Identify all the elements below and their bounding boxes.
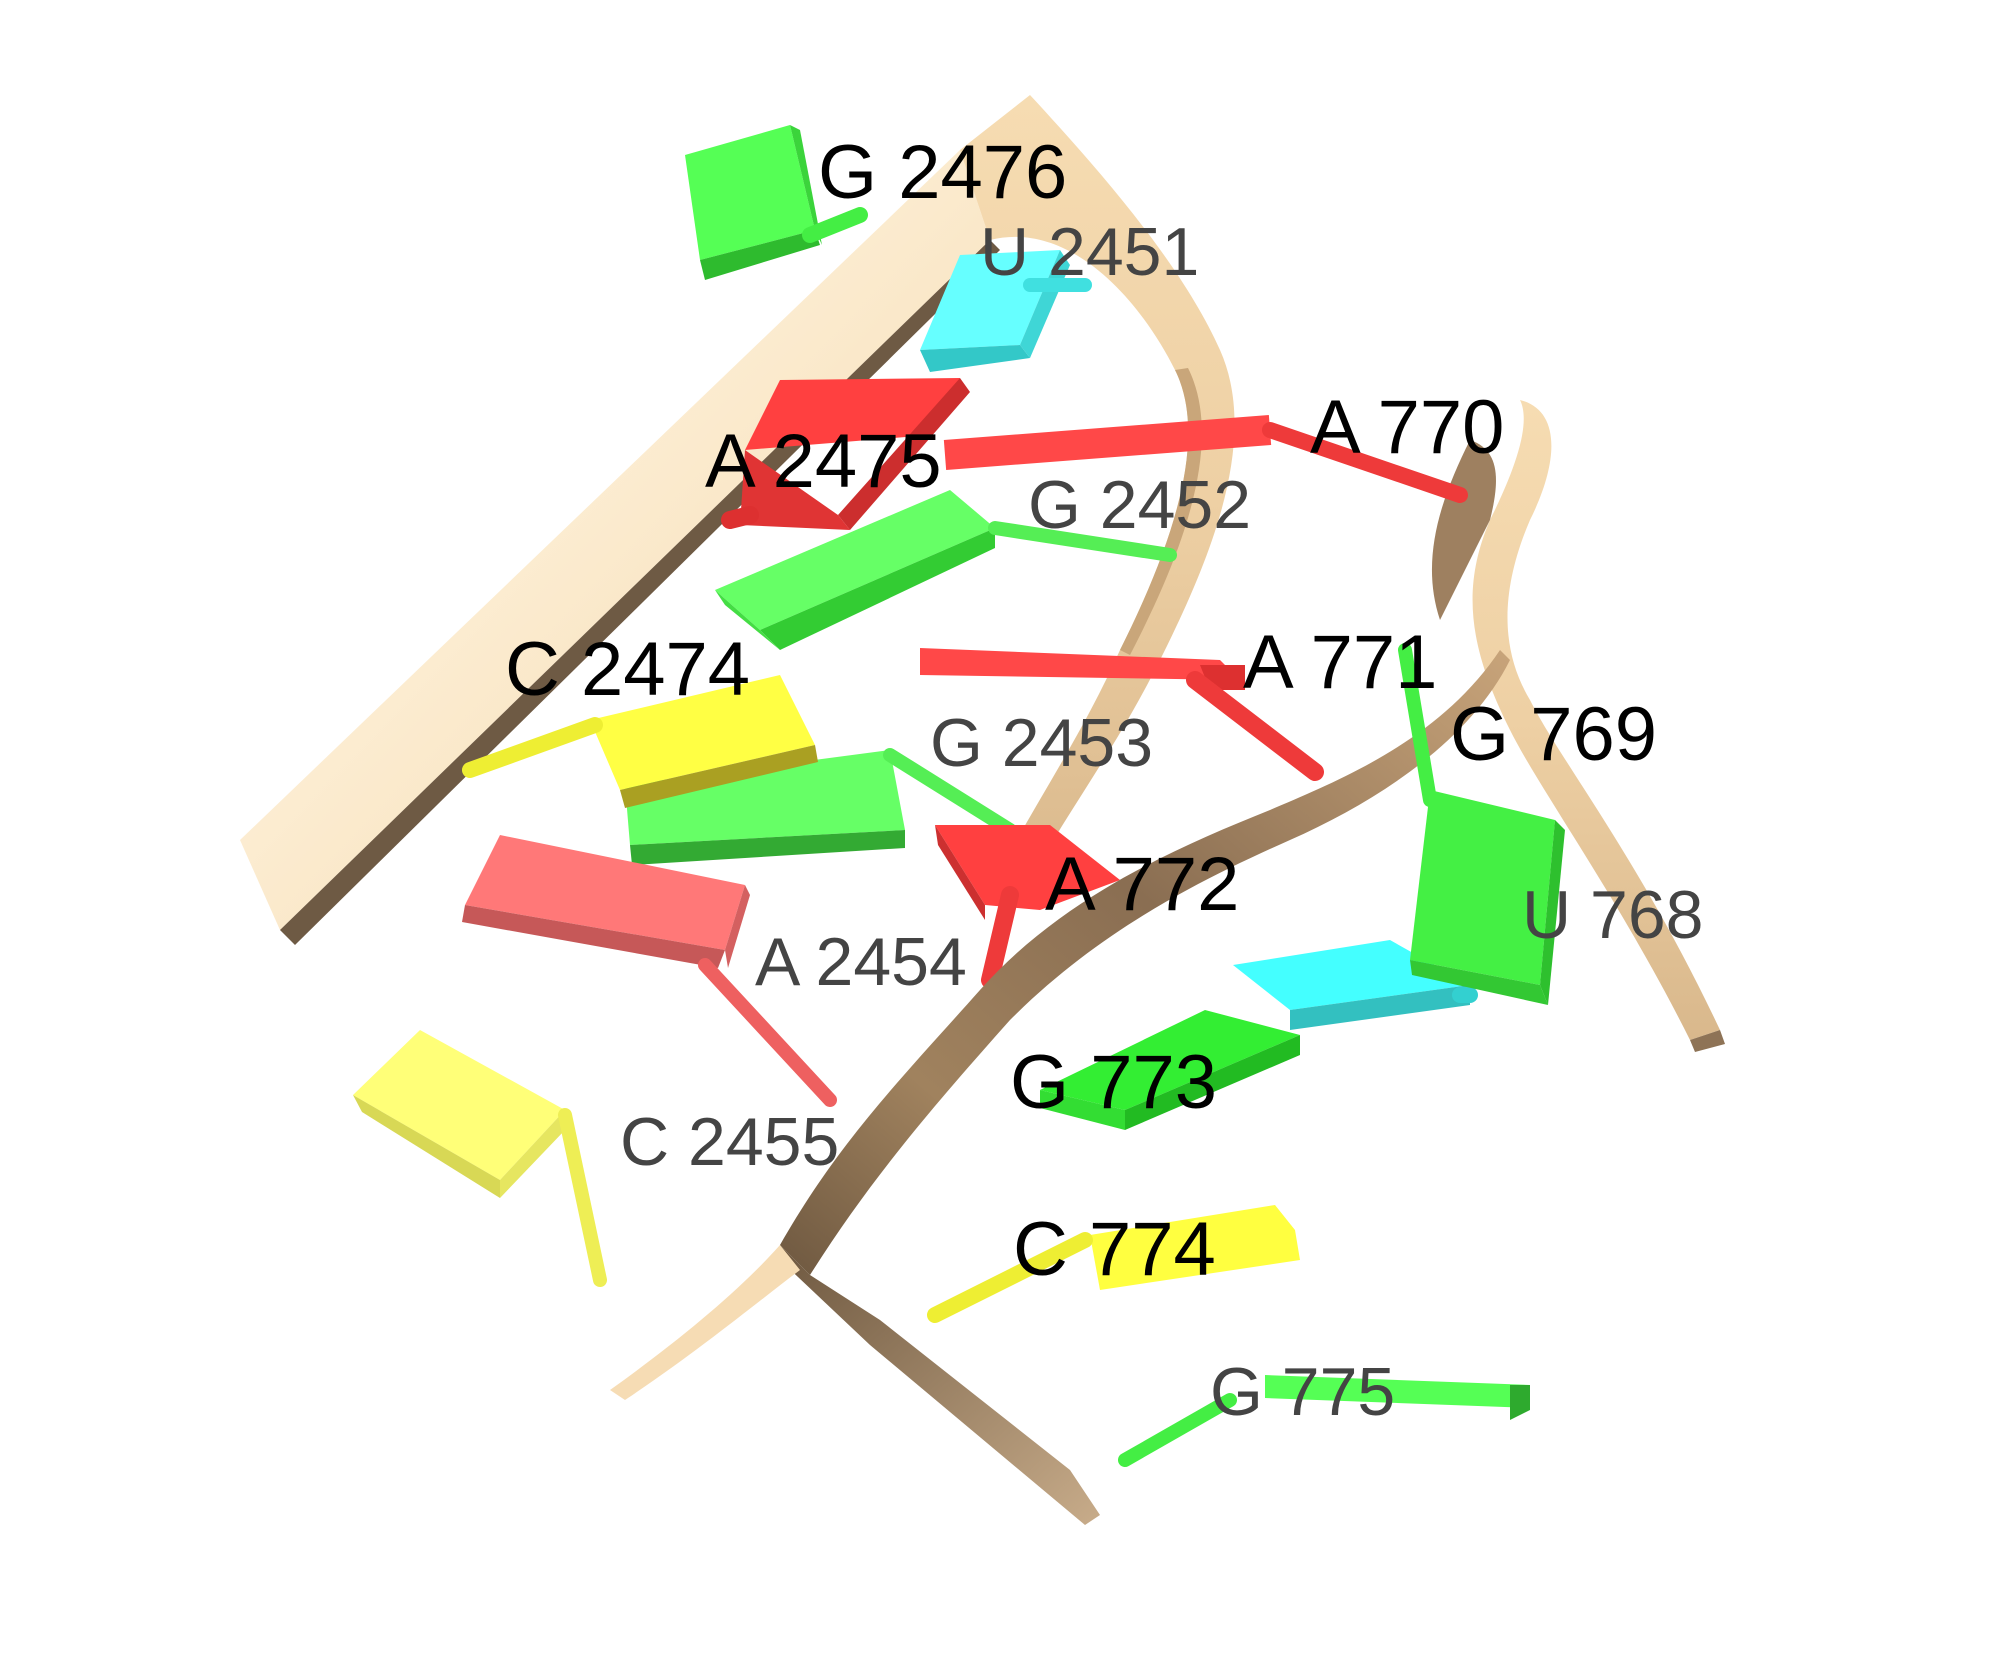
label-G775: G 775 (1210, 1354, 1395, 1430)
label-U2451: U 2451 (980, 214, 1199, 290)
nucleotide-U2451 (920, 250, 1092, 372)
label-A2454: A 2454 (755, 924, 967, 1000)
nucleotide-G768-block (1410, 790, 1565, 1005)
nucleotide-C2455 (353, 1030, 607, 1287)
nucleotide-C2474 (462, 675, 818, 808)
nucleotide-G2476 (685, 125, 868, 280)
label-G2476: G 2476 (818, 130, 1067, 215)
label-G2452: G 2452 (1028, 467, 1251, 543)
label-G769: G 769 (1450, 692, 1657, 777)
nucleotide-A2475 (721, 378, 1468, 530)
nucleotide-G2453 (625, 748, 1017, 865)
label-A771: A 771 (1243, 620, 1437, 705)
label-A772: A 772 (1045, 842, 1239, 927)
nucleotide-A772 (935, 825, 1120, 989)
label-G773: G 773 (1010, 1040, 1217, 1125)
nucleotide-G2452 (715, 490, 1177, 650)
label-C2455: C 2455 (620, 1104, 839, 1180)
label-A2475: A 2475 (705, 419, 942, 504)
backbone-strand-front (610, 650, 1510, 1525)
nucleotide-G773 (1040, 1010, 1300, 1130)
label-A770: A 770 (1310, 385, 1504, 470)
backbone-strand-right (1431, 400, 1725, 1052)
label-U768: U 768 (1522, 877, 1703, 953)
label-C2474: C 2474 (505, 627, 750, 712)
residue-labels: G 2476 U 2451 A 2475 A 770 G 2452 C 2474… (505, 130, 1703, 1430)
nucleotide-G769 (1398, 643, 1437, 807)
nucleotide-A2454 (462, 835, 837, 1107)
nucleotide-G775 (1118, 1375, 1530, 1467)
label-G2453: G 2453 (930, 705, 1153, 781)
label-C774: C 774 (1013, 1207, 1216, 1292)
nucleotide-C774 (927, 1205, 1300, 1323)
nucleotide-A771 (920, 648, 1324, 781)
